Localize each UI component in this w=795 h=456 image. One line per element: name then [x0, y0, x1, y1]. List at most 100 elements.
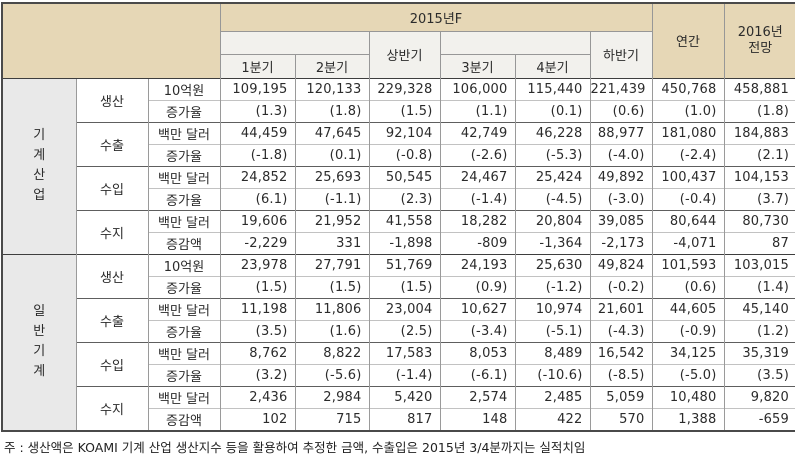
value-cell: 102 [219, 407, 295, 431]
annual-column-header: 연간 [651, 2, 724, 78]
category-label: 수출 [75, 297, 148, 342]
table-row: 증가율 (-1.8) (0.1) (-0.8) (-2.6) (-5.3) (-4.0) (-… [2, 143, 795, 166]
year-group-header: 2015년F [219, 2, 652, 31]
value-cell: 46,228 [514, 121, 590, 144]
value-cell: 24,467 [439, 165, 515, 188]
value-cell: (1.5) [368, 275, 440, 298]
value-cell: (1.3) [219, 99, 295, 122]
value-cell: 570 [589, 407, 652, 431]
value-cell: 21,601 [589, 297, 652, 320]
value-cell: 2,574 [439, 385, 515, 408]
value-cell: (0.6) [589, 99, 652, 122]
unit-label: 증감액 [147, 407, 220, 431]
value-cell: 148 [439, 407, 515, 431]
value-cell: (-1.2) [514, 275, 590, 298]
value-cell: 17,583 [368, 341, 440, 364]
unit-label: 10억원 [147, 77, 220, 100]
value-cell: 10,974 [514, 297, 590, 320]
category-label: 수입 [75, 165, 148, 210]
quarter-header-q1: 1분기 [219, 53, 295, 78]
outlook-column-header: 2016년 전망 [723, 2, 795, 78]
value-cell: 109,195 [219, 77, 295, 100]
value-cell: 23,978 [219, 253, 295, 276]
value-cell: 51,769 [368, 253, 440, 276]
value-cell: (-4.3) [589, 319, 652, 342]
quarter-header-q3: 3분기 [439, 53, 515, 78]
value-cell: (-5.1) [514, 319, 590, 342]
category-label: 수출 [75, 121, 148, 166]
value-cell: 103,015 [723, 253, 795, 276]
unit-label: 증가율 [147, 275, 220, 298]
value-cell: (3.5) [723, 363, 795, 386]
value-cell: 25,630 [514, 253, 590, 276]
header-row-quarters: 1분기 2분기 3분기 4분기 [2, 53, 795, 78]
value-cell: -809 [439, 231, 515, 254]
header-row-top: 2015년F 연간 2016년 전망 [1, 2, 795, 78]
value-cell: 35,319 [723, 341, 795, 364]
unit-label: 증가율 [147, 363, 220, 386]
value-cell: 8,762 [219, 341, 295, 364]
value-cell: 88,977 [589, 121, 652, 144]
value-cell: 229,328 [368, 77, 440, 100]
value-cell: 715 [294, 407, 369, 431]
value-cell: (0.1) [514, 99, 590, 122]
value-cell: (-10.6) [514, 363, 590, 386]
table-row: 수입 백만 달러 24,852 25,693 50,545 24,467 25,424 49,… [2, 165, 795, 210]
unit-label: 증감액 [147, 231, 220, 254]
value-cell: (1.8) [294, 99, 369, 122]
value-cell: 1,388 [651, 407, 724, 431]
value-cell: 18,282 [439, 209, 515, 232]
value-cell: 2,984 [294, 385, 369, 408]
value-cell: (1.1) [439, 99, 515, 122]
value-cell: 101,593 [651, 253, 724, 276]
value-cell: (-5.6) [294, 363, 369, 386]
unit-label: 10억원 [147, 253, 220, 276]
empty-header-cell [219, 30, 369, 54]
unit-label: 백만 달러 [147, 209, 220, 232]
value-cell: 41,558 [368, 209, 440, 232]
value-cell: 8,489 [514, 341, 590, 364]
value-cell: 39,085 [589, 209, 652, 232]
unit-label: 백만 달러 [147, 297, 220, 320]
value-cell: -2,229 [219, 231, 295, 254]
value-cell: 100,437 [651, 165, 724, 188]
value-cell: 20,804 [514, 209, 590, 232]
table-row: 수지 백만 달러 2,436 2,984 5,420 2,574 2,485 5,059 10,… [2, 385, 795, 431]
table-row: 수출 백만 달러 11,198 11,806 23,004 10,627 10,974 21,… [2, 297, 795, 342]
value-cell: (-4.0) [589, 143, 652, 166]
value-cell: -659 [723, 407, 795, 431]
value-cell: (1.5) [219, 275, 295, 298]
value-cell: -1,898 [368, 231, 440, 254]
unit-label: 백만 달러 [147, 165, 220, 188]
unit-label: 증가율 [147, 143, 220, 166]
value-cell: (-0.4) [651, 187, 724, 210]
value-cell: 106,000 [439, 77, 515, 100]
category-label: 생산 [75, 77, 148, 122]
value-cell: 87 [723, 231, 795, 254]
value-cell: (0.6) [651, 275, 724, 298]
category-label: 수지 [75, 209, 148, 254]
table-row: 수출 백만 달러 44,459 47,645 92,104 42,749 46,228 88,… [2, 121, 795, 166]
value-cell: (-1.4) [439, 187, 515, 210]
value-cell: (-8.5) [589, 363, 652, 386]
value-cell: (0.9) [439, 275, 515, 298]
value-cell: 27,791 [294, 253, 369, 276]
second-half-header: 하반기 [589, 30, 652, 78]
value-cell: (-6.1) [439, 363, 515, 386]
value-cell: 817 [368, 407, 440, 431]
unit-label: 백만 달러 [147, 341, 220, 364]
empty-header-cell [439, 30, 590, 54]
value-cell: (1.5) [368, 99, 440, 122]
quarter-header-q4: 4분기 [514, 53, 590, 78]
value-cell: 24,193 [439, 253, 515, 276]
value-cell: 92,104 [368, 121, 440, 144]
section-label: 일 반 기 계 [1, 253, 76, 431]
table-row: 증가율 (1.5) (1.5) (1.5) (0.9) (-1.2) (-0.2) (0.6)… [2, 275, 795, 298]
value-cell: (1.8) [723, 99, 795, 122]
value-cell: 80,644 [651, 209, 724, 232]
value-cell: (-1.8) [219, 143, 295, 166]
value-cell: 25,693 [294, 165, 369, 188]
table-footnote: 주 : 생산액은 KOAMI 기계 산업 생산지수 등을 활용하여 추정한 금액… [4, 439, 586, 455]
quarter-header-q2: 2분기 [294, 53, 369, 78]
value-cell: (-5.3) [514, 143, 590, 166]
